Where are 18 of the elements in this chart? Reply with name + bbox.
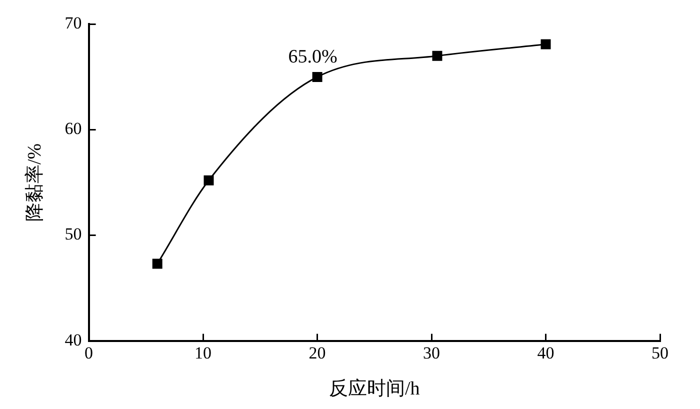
x-tick-label: 20	[308, 343, 326, 362]
x-tick-label: 10	[194, 343, 212, 362]
x-tick-label: 50	[652, 343, 668, 362]
y-tick-label: 70	[64, 14, 82, 33]
y-tick-label: 40	[64, 330, 82, 350]
annotation: 65.0%	[288, 46, 338, 68]
point	[152, 258, 162, 269]
x-tick-label: 0	[84, 343, 94, 362]
point	[432, 50, 442, 61]
x-tick-label: 30	[423, 343, 440, 362]
y-tick-label: 50	[64, 224, 82, 244]
x-axis-title: 反应时间/h	[329, 378, 420, 400]
point	[312, 72, 322, 82]
point	[204, 175, 214, 186]
point	[540, 39, 551, 50]
y-tick-label: 60	[64, 119, 82, 138]
y-axis-title: 降黏率/%	[23, 143, 46, 222]
x-tick-label: 40	[537, 343, 554, 362]
